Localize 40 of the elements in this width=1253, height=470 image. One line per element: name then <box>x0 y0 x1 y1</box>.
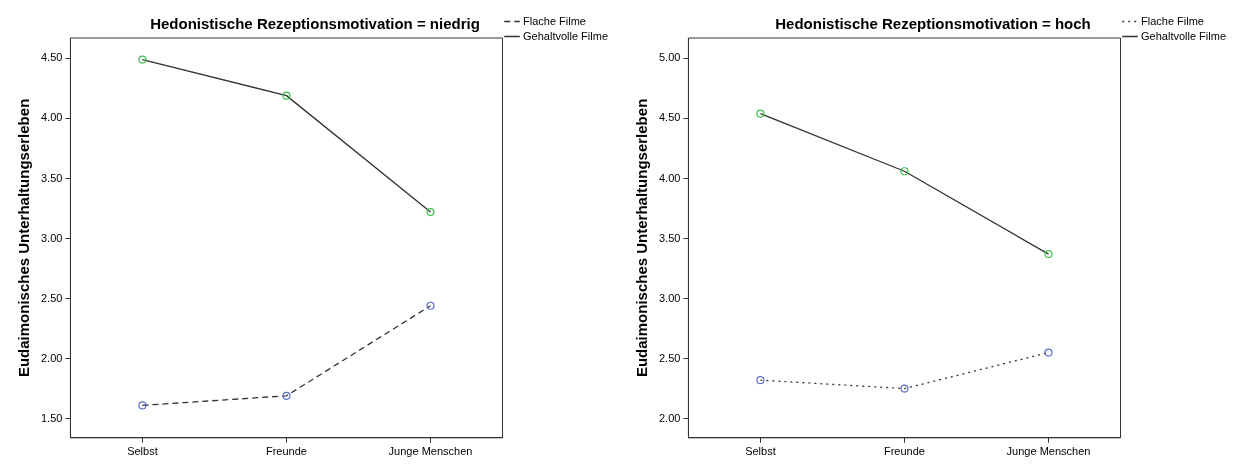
y-tick-label: 3.00 <box>40 231 63 244</box>
y-tick-label: 4.00 <box>658 171 681 184</box>
y-tick-label: 3.50 <box>40 171 63 184</box>
y-tick-label: 2.00 <box>658 411 681 424</box>
point <box>900 384 909 393</box>
point <box>282 91 291 100</box>
x-tick-label: Selbst <box>127 445 158 458</box>
point <box>138 401 147 410</box>
point <box>138 55 147 64</box>
point <box>900 167 909 176</box>
y-tick-label: 1.50 <box>40 411 63 424</box>
point <box>1044 348 1053 357</box>
y-tick-label: 2.50 <box>40 291 63 304</box>
point <box>756 109 765 118</box>
y-tick-label: 5.00 <box>658 51 681 64</box>
point <box>1044 250 1053 259</box>
legend-label: Gehaltvolle Filme <box>1141 29 1227 42</box>
x-tick-label: Junge Menschen <box>388 445 473 458</box>
y-tick-label: 3.50 <box>658 231 681 244</box>
legend-label: Flache Filme <box>523 14 586 27</box>
legend-label: Flache Filme <box>1141 14 1204 27</box>
y-tick-label: 3.00 <box>658 291 681 304</box>
x-tick-label: Junge Menschen <box>1006 445 1091 458</box>
y-tick-label: 4.00 <box>40 111 63 124</box>
point <box>756 376 765 385</box>
chart-title: Hedonistische Rezeptionsmotivation = niedrig <box>150 15 480 33</box>
y-tick-label: 2.50 <box>658 351 681 364</box>
legend-label: Gehaltvolle Filme <box>523 29 609 42</box>
x-tick-label: Freunde <box>265 445 307 458</box>
x-tick-label: Selbst <box>745 445 776 458</box>
point <box>426 207 435 217</box>
x-tick-label: Freunde <box>883 445 925 458</box>
chart-title: Hedonistische Rezeptionsmotivation = hoch <box>775 15 1091 33</box>
y-axis-title: Eudaimonisches Unterhaltungserleben <box>15 98 33 378</box>
y-tick-label: 2.00 <box>40 351 63 364</box>
y-tick-label: 4.50 <box>40 51 63 64</box>
y-tick-label: 4.50 <box>658 111 681 124</box>
point <box>426 301 435 310</box>
y-axis-title: Eudaimonisches Unterhaltungserleben <box>633 98 651 378</box>
point <box>282 391 291 400</box>
